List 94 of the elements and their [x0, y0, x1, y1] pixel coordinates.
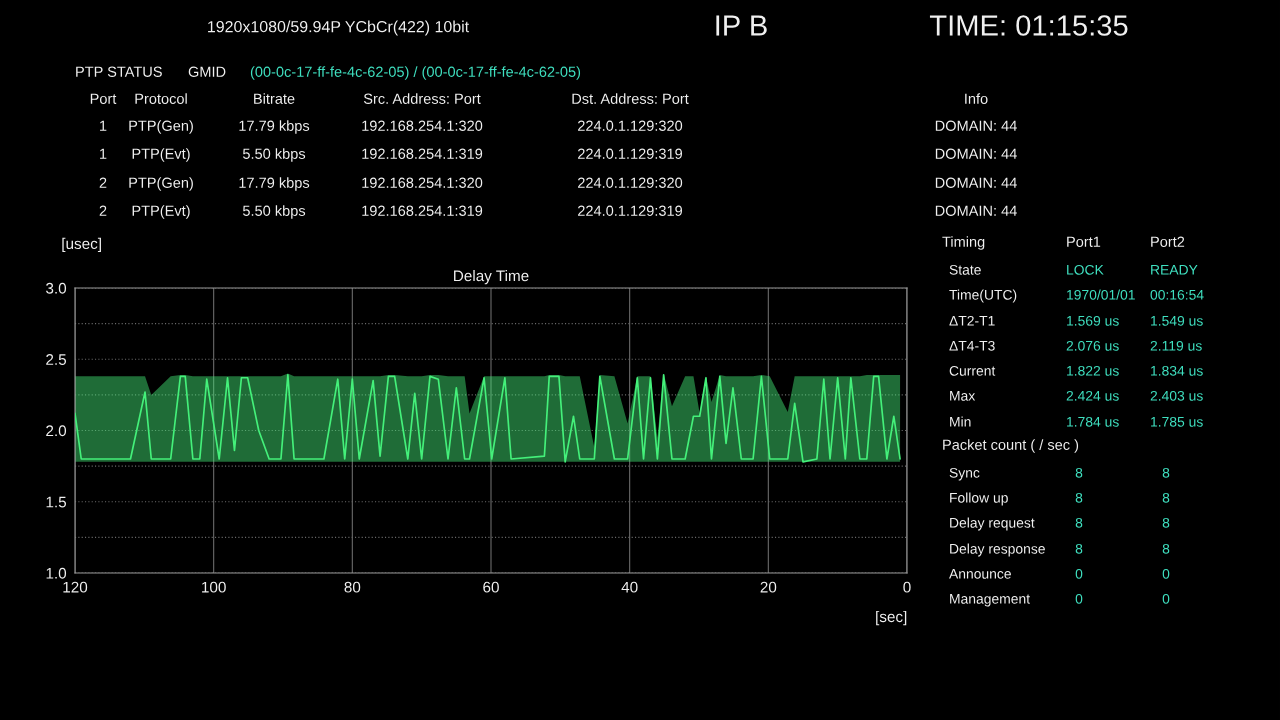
text: State	[949, 264, 981, 275]
text: 1.785 us	[1151, 416, 1203, 427]
text: 2.076 us	[1066, 340, 1119, 351]
x-tick-label: 60	[483, 581, 499, 593]
y-tick-label: 1.0	[46, 567, 67, 579]
text: ΔT2-T1	[949, 315, 995, 326]
text: 1.549 us	[1151, 315, 1203, 326]
text: 224.0.1.129:319	[578, 205, 683, 216]
text: 192.168.254.1:319	[362, 205, 483, 216]
text: READY	[1151, 265, 1198, 275]
text: 224.0.1.129:319	[578, 148, 683, 159]
text: PTP(Gen)	[129, 120, 193, 134]
text: Current	[949, 365, 996, 376]
text: Src. Address: Port	[363, 93, 481, 104]
text: 192.168.254.1:320	[362, 177, 483, 188]
text: Management	[950, 594, 1030, 607]
text: PTP(Evt)	[132, 148, 190, 162]
text: 8	[1075, 517, 1083, 528]
text: LOCK	[1067, 264, 1104, 275]
text: DOMAIN: 44	[935, 120, 1017, 131]
text: 192.168.254.1:319	[362, 148, 483, 159]
text: Delay response	[950, 543, 1045, 557]
text: GMID	[188, 66, 226, 77]
text: Port	[90, 93, 117, 104]
text: Min	[950, 416, 971, 427]
text: 5.50 kbps	[242, 205, 306, 219]
text: Packet count ( / sec )	[943, 439, 1079, 453]
x-tick-label: 20	[760, 581, 777, 593]
y-tick-label: 3.0	[46, 282, 67, 294]
text: 8	[1075, 492, 1083, 503]
text: 1.569 us	[1067, 315, 1119, 326]
text: (00-0c-17-ff-fe-4c-62-05) / (00-0c-17-ff-fe-4c-62-05)	[250, 66, 581, 80]
text: Follow up	[950, 492, 1008, 506]
x-tick-label: 80	[344, 581, 361, 593]
text: 8	[1162, 543, 1170, 554]
text: Sync	[949, 467, 980, 481]
text: PTP(Gen)	[129, 177, 193, 191]
text: Timing	[942, 236, 985, 250]
x-tick-label: 40	[621, 581, 638, 593]
text: 1920x1080/59.94P YCbCr(422) 10bit	[208, 20, 470, 36]
text: 224.0.1.129:320	[578, 120, 683, 131]
text: 2.424 us	[1066, 390, 1119, 401]
text: 17.79 kbps	[239, 177, 310, 191]
text: 1	[100, 120, 107, 131]
y-tick-label: 1.5	[46, 496, 67, 508]
text: Delay request	[950, 517, 1035, 531]
text: 0	[1162, 593, 1170, 604]
text: Announce	[949, 569, 1011, 579]
text: IP B	[716, 15, 767, 36]
text: 8	[1162, 492, 1170, 503]
text: DOMAIN: 44	[935, 205, 1017, 216]
text: 0	[1075, 568, 1083, 579]
text: 224.0.1.129:320	[578, 177, 683, 188]
text: Port1	[1067, 236, 1101, 247]
text: 8	[1075, 543, 1083, 554]
text: 0	[1162, 568, 1170, 579]
text: 17.79 kbps	[239, 120, 310, 134]
text: 8	[1162, 517, 1170, 528]
x-tick-label: 120	[63, 581, 88, 593]
text: Dst. Address: Port	[572, 93, 689, 104]
text: Time(UTC)	[949, 289, 1017, 303]
y-axis-title: [usec]	[62, 237, 101, 253]
text: 0	[1075, 593, 1083, 604]
text: DOMAIN: 44	[935, 148, 1017, 159]
text: Bitrate	[254, 93, 295, 104]
chart-title: Delay Time	[454, 269, 529, 285]
x-axis-title: [sec]	[876, 610, 907, 626]
text: PTP STATUS	[76, 66, 162, 77]
x-tick-label: 0	[903, 581, 911, 593]
text: Max	[950, 391, 976, 401]
y-tick-label: 2.0	[46, 425, 67, 437]
text: Protocol	[135, 93, 187, 104]
text: 2	[99, 177, 107, 188]
text: 8	[1162, 467, 1170, 478]
text: 1.784 us	[1067, 416, 1119, 427]
text: 1.834 us	[1151, 365, 1203, 376]
text: 1.822 us	[1067, 365, 1119, 376]
text: Info	[965, 93, 988, 104]
text: PTP(Evt)	[132, 205, 190, 219]
text: 8	[1075, 467, 1083, 478]
y-tick-label: 2.5	[46, 354, 67, 365]
text: Port2	[1151, 236, 1185, 247]
text: 1970/01/01	[1067, 289, 1135, 300]
text: 00:16:54	[1150, 289, 1204, 300]
text: 192.168.254.1:320	[362, 120, 483, 131]
text: DOMAIN: 44	[935, 177, 1017, 188]
text: 5.50 kbps	[242, 148, 306, 162]
text: 2.119 us	[1150, 340, 1202, 351]
text: 2	[99, 205, 107, 216]
text: 2.403 us	[1150, 390, 1203, 401]
text: ΔT4-T3	[949, 340, 995, 351]
text: 1	[100, 148, 107, 159]
text: TIME: 01:15:35	[929, 15, 1128, 36]
x-tick-label: 100	[202, 581, 226, 593]
